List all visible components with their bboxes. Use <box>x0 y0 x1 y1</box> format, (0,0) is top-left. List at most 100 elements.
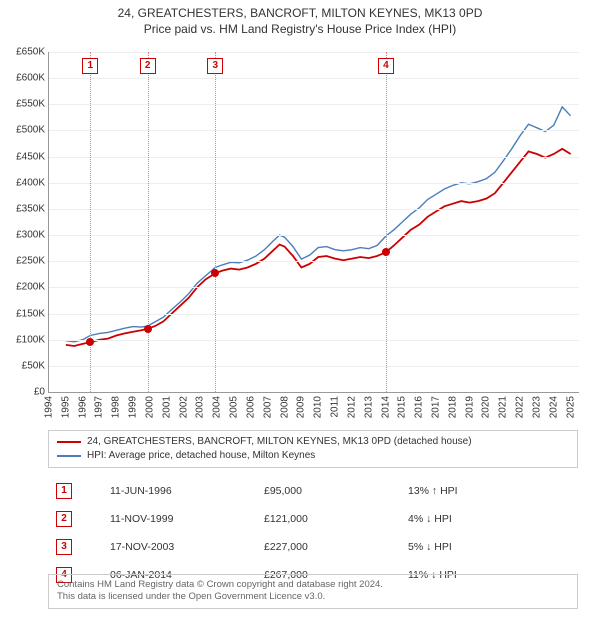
gridline <box>49 157 579 158</box>
x-axis-label: 2014 <box>380 396 391 418</box>
x-axis-label: 2010 <box>313 396 324 418</box>
row-badge: 2 <box>56 511 72 527</box>
row-date: 17-NOV-2003 <box>104 534 256 560</box>
x-axis-label: 2002 <box>178 396 189 418</box>
gridline <box>49 78 579 79</box>
series-line-hpi <box>66 107 571 342</box>
transactions-table: 1 11-JUN-1996£95,00013% ↑ HPI 2 11-NOV-1999… <box>48 476 578 590</box>
gridline <box>49 209 579 210</box>
row-price: £95,000 <box>258 478 400 504</box>
x-axis-label: 2020 <box>481 396 492 418</box>
x-axis-label: 1999 <box>128 396 139 418</box>
footer-line-2: This data is licensed under the Open Gov… <box>57 591 569 603</box>
x-axis-label: 2007 <box>262 396 273 418</box>
x-axis-label: 2001 <box>161 396 172 418</box>
gridline <box>49 104 579 105</box>
transaction-row: 3 17-NOV-2003£227,0005% ↓ HPI <box>50 534 576 560</box>
event-marker-line <box>386 52 387 392</box>
event-badge: 2 <box>140 58 156 74</box>
y-axis-label: £250K <box>16 256 45 267</box>
x-axis-label: 2003 <box>195 396 206 418</box>
title-line-1: 24, GREATCHESTERS, BANCROFT, MILTON KEYN… <box>0 6 600 22</box>
row-date: 11-NOV-1999 <box>104 506 256 532</box>
x-axis-label: 2019 <box>464 396 475 418</box>
row-badge: 3 <box>56 539 72 555</box>
event-badge: 3 <box>207 58 223 74</box>
legend-label-property: 24, GREATCHESTERS, BANCROFT, MILTON KEYN… <box>87 435 472 449</box>
row-price: £227,000 <box>258 534 400 560</box>
event-marker-line <box>215 52 216 392</box>
x-axis-label: 2004 <box>212 396 223 418</box>
legend-item-property: 24, GREATCHESTERS, BANCROFT, MILTON KEYN… <box>57 435 569 449</box>
row-delta: 4% ↓ HPI <box>402 506 576 532</box>
footer-line-1: Contains HM Land Registry data © Crown c… <box>57 579 569 591</box>
y-axis-label: £500K <box>16 125 45 136</box>
y-axis-label: £300K <box>16 230 45 241</box>
x-axis-label: 1995 <box>60 396 71 418</box>
transaction-row: 1 11-JUN-1996£95,00013% ↑ HPI <box>50 478 576 504</box>
gridline <box>49 314 579 315</box>
x-axis-label: 2021 <box>498 396 509 418</box>
row-delta: 5% ↓ HPI <box>402 534 576 560</box>
line-series-svg <box>49 52 579 392</box>
x-axis-label: 2022 <box>515 396 526 418</box>
event-badge: 1 <box>82 58 98 74</box>
event-marker-line <box>148 52 149 392</box>
gridline <box>49 261 579 262</box>
legend-label-hpi: HPI: Average price, detached house, Milt… <box>87 449 315 463</box>
y-axis-label: £450K <box>16 151 45 162</box>
y-axis-label: £100K <box>16 334 45 345</box>
gridline <box>49 130 579 131</box>
gridline <box>49 52 579 53</box>
event-point-marker <box>382 248 390 256</box>
legend-item-hpi: HPI: Average price, detached house, Milt… <box>57 449 569 463</box>
y-axis-label: £400K <box>16 177 45 188</box>
chart-title: 24, GREATCHESTERS, BANCROFT, MILTON KEYN… <box>0 0 600 37</box>
event-point-marker <box>144 325 152 333</box>
x-axis-label: 2025 <box>565 396 576 418</box>
legend-swatch-property <box>57 441 81 443</box>
gridline <box>49 287 579 288</box>
y-axis-label: £50K <box>22 360 45 371</box>
y-axis-label: £200K <box>16 282 45 293</box>
y-axis-label: £350K <box>16 203 45 214</box>
y-axis-label: £150K <box>16 308 45 319</box>
x-axis-label: 2016 <box>414 396 425 418</box>
row-date: 11-JUN-1996 <box>104 478 256 504</box>
x-axis-label: 2024 <box>548 396 559 418</box>
legend-box: 24, GREATCHESTERS, BANCROFT, MILTON KEYN… <box>48 430 578 468</box>
gridline <box>49 183 579 184</box>
x-axis-label: 2011 <box>330 396 341 418</box>
x-axis-label: 2006 <box>245 396 256 418</box>
x-axis-label: 1997 <box>94 396 105 418</box>
event-point-marker <box>211 269 219 277</box>
gridline <box>49 340 579 341</box>
x-axis-label: 2018 <box>447 396 458 418</box>
row-delta: 13% ↑ HPI <box>402 478 576 504</box>
y-axis-label: £550K <box>16 99 45 110</box>
x-axis-label: 2023 <box>531 396 542 418</box>
y-axis-label: £600K <box>16 73 45 84</box>
x-axis-label: 2012 <box>346 396 357 418</box>
attribution-footer: Contains HM Land Registry data © Crown c… <box>48 574 578 609</box>
y-axis-label: £650K <box>16 47 45 58</box>
chart-container: 24, GREATCHESTERS, BANCROFT, MILTON KEYN… <box>0 0 600 620</box>
title-line-2: Price paid vs. HM Land Registry's House … <box>0 22 600 38</box>
event-point-marker <box>86 338 94 346</box>
x-axis-label: 2017 <box>430 396 441 418</box>
gridline <box>49 235 579 236</box>
x-axis-label: 2000 <box>144 396 155 418</box>
plot-area: £0£50K£100K£150K£200K£250K£300K£350K£400… <box>48 52 579 393</box>
x-axis-label: 2013 <box>363 396 374 418</box>
x-axis-label: 1994 <box>44 396 55 418</box>
transaction-row: 211-NOV-1999£121,0004% ↓ HPI <box>50 506 576 532</box>
x-axis-label: 2005 <box>229 396 240 418</box>
x-axis-label: 2009 <box>296 396 307 418</box>
event-badge: 4 <box>378 58 394 74</box>
x-axis-label: 2015 <box>397 396 408 418</box>
gridline <box>49 366 579 367</box>
x-axis-label: 1996 <box>77 396 88 418</box>
x-axis-label: 1998 <box>111 396 122 418</box>
row-badge: 1 <box>56 483 72 499</box>
legend-swatch-hpi <box>57 455 81 457</box>
